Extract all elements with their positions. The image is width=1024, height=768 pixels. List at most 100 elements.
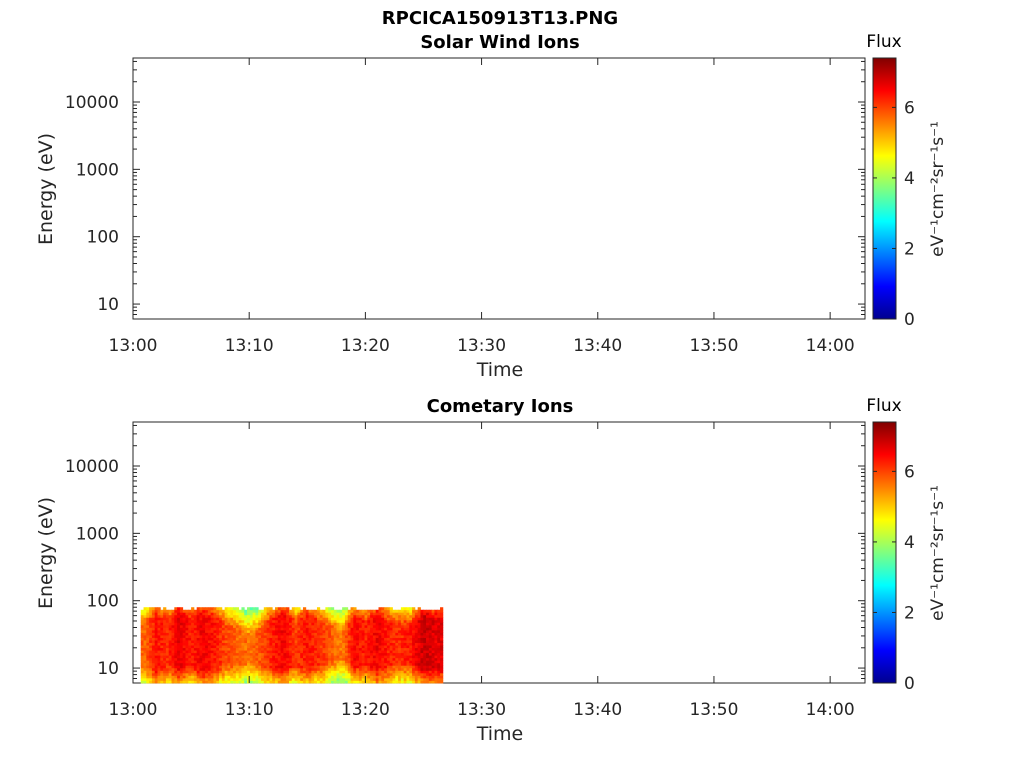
heatmap-cell xyxy=(157,650,161,654)
heatmap-cell xyxy=(221,675,226,679)
heatmap-cell xyxy=(328,652,332,656)
heatmap-cell xyxy=(140,609,144,613)
heatmap-cell xyxy=(350,670,354,674)
heatmap-cell xyxy=(409,629,413,633)
heatmap-cell xyxy=(305,609,309,613)
heatmap-cell xyxy=(213,652,217,656)
heatmap-cell xyxy=(305,637,309,641)
heatmap-cell xyxy=(420,614,424,618)
heatmap-cell xyxy=(305,665,309,669)
heatmap-cell xyxy=(272,624,276,628)
heatmap-cell xyxy=(294,652,298,656)
heatmap-cell xyxy=(403,614,407,618)
heatmap-cell xyxy=(392,680,396,684)
heatmap-cell xyxy=(347,670,351,674)
heatmap-cell xyxy=(280,640,284,643)
heatmap-cell xyxy=(168,680,172,684)
heatmap-cell xyxy=(300,662,304,666)
heatmap-cell xyxy=(403,640,407,643)
heatmap-cell xyxy=(342,672,346,676)
heatmap-cell xyxy=(224,672,228,676)
heatmap-cell xyxy=(157,675,161,679)
heatmap-cell xyxy=(289,609,293,613)
heatmap-cell xyxy=(409,680,413,684)
heatmap-cell xyxy=(400,667,405,671)
heatmap-cell xyxy=(398,612,402,616)
heatmap-cell xyxy=(336,629,340,633)
heatmap-cell xyxy=(249,619,254,623)
heatmap-cell xyxy=(233,622,237,626)
heatmap-cell xyxy=(364,665,368,669)
heatmap-cell xyxy=(353,619,357,623)
heatmap-cell xyxy=(224,607,228,611)
heatmap-cell xyxy=(440,642,444,646)
heatmap-cell xyxy=(412,632,416,636)
heatmap-cell xyxy=(269,617,273,621)
heatmap-cell xyxy=(350,667,354,671)
heatmap-cell xyxy=(247,637,251,641)
heatmap-cell xyxy=(328,609,332,613)
heatmap-cell xyxy=(216,645,220,649)
heatmap-cell xyxy=(347,662,351,666)
heatmap-cell xyxy=(168,655,172,659)
heatmap-cell xyxy=(202,614,206,618)
heatmap-cell xyxy=(168,662,172,666)
heatmap-cell xyxy=(269,662,273,666)
heatmap-cell xyxy=(336,624,340,628)
heatmap-cell xyxy=(182,609,186,613)
heatmap-cell xyxy=(344,660,349,664)
heatmap-cell xyxy=(322,629,326,633)
heatmap-cell xyxy=(272,627,276,631)
heatmap-cell xyxy=(207,647,212,651)
heatmap-cell xyxy=(140,617,144,621)
heatmap-cell xyxy=(300,677,304,681)
heatmap-cell xyxy=(168,629,172,633)
heatmap-cell xyxy=(213,635,217,638)
heatmap-cell xyxy=(384,624,388,628)
heatmap-cell xyxy=(437,670,441,674)
heatmap-cell xyxy=(414,655,419,659)
heatmap-cell xyxy=(311,665,315,669)
heatmap-cell xyxy=(289,642,293,646)
heatmap-cell xyxy=(370,637,374,641)
heatmap-cell xyxy=(207,660,212,664)
heatmap-cell xyxy=(291,660,295,664)
heatmap-cell xyxy=(258,617,262,621)
x-tick-label: 13:20 xyxy=(341,700,390,720)
heatmap-cell xyxy=(230,675,234,679)
heatmap-cell xyxy=(171,614,175,618)
heatmap-cell xyxy=(252,642,256,646)
heatmap-cell xyxy=(221,652,226,656)
heatmap-cell xyxy=(350,632,354,636)
heatmap-cell xyxy=(182,612,186,616)
heatmap-cell xyxy=(241,637,245,641)
heatmap-cell xyxy=(409,624,413,628)
heatmap-cell xyxy=(372,627,377,631)
heatmap-cell xyxy=(344,622,349,626)
heatmap-cell xyxy=(140,614,144,618)
heatmap-cell xyxy=(179,632,184,636)
heatmap-cell xyxy=(350,680,354,684)
heatmap-cell xyxy=(311,624,315,628)
heatmap-cell xyxy=(381,655,385,659)
heatmap-cell xyxy=(414,680,419,684)
heatmap-cell xyxy=(171,627,175,631)
heatmap-cell xyxy=(165,617,170,621)
heatmap-cell xyxy=(146,677,150,681)
heatmap-cell xyxy=(283,670,287,674)
heatmap-cell xyxy=(370,609,374,613)
heatmap-cell xyxy=(412,617,416,621)
heatmap-cell xyxy=(386,662,391,666)
heatmap-cell xyxy=(428,652,433,656)
heatmap-cell xyxy=(224,667,228,671)
heatmap-cell xyxy=(143,614,147,618)
heatmap-cell xyxy=(319,675,323,679)
heatmap-cell xyxy=(372,614,377,618)
heatmap-cell xyxy=(151,645,156,649)
heatmap-cell xyxy=(213,609,217,613)
heatmap-cell xyxy=(431,622,435,626)
heatmap-cell xyxy=(205,657,209,661)
heatmap-cell xyxy=(213,612,217,616)
heatmap-cell xyxy=(263,672,268,676)
heatmap-cell xyxy=(423,642,427,646)
